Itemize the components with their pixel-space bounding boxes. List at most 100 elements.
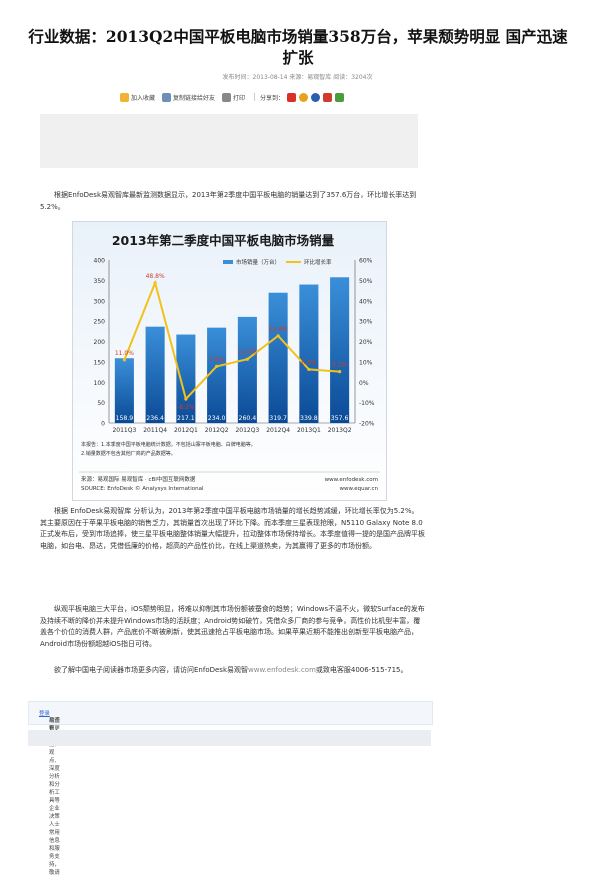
legend-line-label: 环比增长率 xyxy=(304,258,332,266)
platform-paragraph: 纵观平板电脑三大平台，iOS颓势明显，将难以抑制其市场份额被蚕食的趋势；Wind… xyxy=(40,605,425,648)
folder-icon xyxy=(120,92,129,102)
share-friend-button[interactable]: 复制链接给好友 xyxy=(162,92,216,102)
chart-url-2: www.equar.cn xyxy=(340,486,379,492)
enfodesk-link[interactable]: www.enfodesk.com xyxy=(248,666,316,674)
y-right-tick-label: 0% xyxy=(359,380,369,387)
ad-placeholder xyxy=(40,114,418,168)
share-kaixin-icon[interactable] xyxy=(323,92,333,102)
chart-source-cn: 来源：易观国际 易观智库 · cBI中国互联网数据 xyxy=(81,475,196,483)
growth-rate-point xyxy=(338,370,342,374)
growth-rate-point xyxy=(215,364,219,368)
growth-rate-point xyxy=(307,367,311,372)
growth-rate-label: 22.8% xyxy=(269,326,288,333)
print-button[interactable]: 打印 xyxy=(222,92,246,102)
y-right-tick-label: 20% xyxy=(359,339,373,346)
chart-svg: 2013年第二季度中国平板电脑市场销量 0 50 100 150 200 250 300 350… xyxy=(73,222,386,500)
analysis-paragraph: 根据 EnfoDesk易观智库 分析认为，2013年第2季度中国平板电脑市场销量… xyxy=(40,507,425,550)
share-tencent-icon[interactable] xyxy=(335,92,345,102)
bar-value-label: 357.6 xyxy=(331,415,349,422)
y-right-tick-label: -20% xyxy=(359,421,375,428)
y-left-tick-label: 100 xyxy=(94,380,106,387)
bar-value-label: 236.4 xyxy=(146,415,164,422)
bar-2013Q1 xyxy=(299,284,319,423)
growth-rate-label: 5.2% xyxy=(332,362,348,369)
contact-phone: 或致电客服4006-515-715。 xyxy=(315,666,408,674)
share-friend-label: 复制链接给好友 xyxy=(173,94,216,102)
chart-note-1: 本报告：1.本季度中国平板电脑统计数据，不包括山寨平板电脑、白牌电脑等。 xyxy=(81,441,256,448)
add-favorite-button[interactable]: 加入收藏 xyxy=(120,92,156,102)
x-tick-label: 2012Q3 xyxy=(235,427,259,434)
footer-notice: 欲查看更多数据、观点、深度分析和分析工具等企业决策人士常用信息和服务支持，敬请登… xyxy=(28,701,433,876)
x-tick-label: 2011Q4 xyxy=(143,427,167,434)
toolbar-divider xyxy=(254,93,256,101)
contact-paragraph: 欲了解中国电子阅读器市场更多内容，请访问EnfoDesk易观智www.enfod… xyxy=(40,665,425,677)
chart-url-1: www.enfodesk.com xyxy=(325,477,378,483)
growth-rate-point xyxy=(276,334,280,338)
bottom-bar xyxy=(28,730,431,746)
chart-figure: 2013年第二季度中国平板电脑市场销量 0 50 100 150 200 250 300 350… xyxy=(72,221,387,501)
bar-value-label: 217.1 xyxy=(177,415,195,422)
growth-rate-label: 48.8% xyxy=(146,273,165,280)
share-to-label: 分享到： xyxy=(260,94,285,102)
printer-icon xyxy=(222,92,232,102)
y-left-tick-label: 350 xyxy=(94,278,106,285)
growth-rate-label: 11.0% xyxy=(115,350,134,357)
y-left-tick-label: 250 xyxy=(94,319,106,326)
growth-rate-label: -8.2% xyxy=(177,404,195,411)
growth-rate-point xyxy=(184,397,188,401)
bar-2011Q3 xyxy=(114,358,134,423)
bar-2012Q1 xyxy=(176,334,196,423)
growth-rate-point xyxy=(153,281,157,285)
x-tick-label: 2012Q4 xyxy=(266,427,290,434)
contact-text: 欲了解中国电子阅读器市场更多内容，请访问EnfoDesk易观智 xyxy=(54,666,249,674)
y-left-tick-label: 300 xyxy=(94,298,106,305)
link-icon xyxy=(162,92,172,102)
x-tick-label: 2012Q1 xyxy=(174,427,198,434)
chart-source-en: SOURCE: EnfoDesk © Analysys Internationa… xyxy=(81,485,204,492)
login-link[interactable]: 登录 xyxy=(39,711,50,717)
bar-value-label: 339.8 xyxy=(300,415,318,422)
y-right-tick-label: 60% xyxy=(359,258,373,265)
bar-value-label: 234.0 xyxy=(208,415,226,422)
y-left-tick-label: 200 xyxy=(94,339,106,346)
growth-rate-label: 11.3% xyxy=(238,349,257,356)
bar-2012Q2 xyxy=(207,327,227,423)
legend-bar-label: 市场销量（万台） xyxy=(236,258,280,266)
x-tick-label: 2013Q2 xyxy=(328,427,352,434)
bar-value-label: 319.7 xyxy=(269,415,287,422)
y-left-tick-label: 150 xyxy=(94,359,106,366)
y-left-tick-label: 0 xyxy=(101,421,105,428)
bar-value-label: 260.4 xyxy=(239,415,257,422)
bar-2012Q3 xyxy=(237,316,257,423)
share-weibo-icon[interactable] xyxy=(287,92,297,102)
x-tick-label: 2012Q2 xyxy=(205,427,229,434)
y-right-tick-label: 10% xyxy=(359,359,373,366)
article-title: 行业数据：2013Q2中国平板电脑市场销量358万台，苹果颓势明显 国产迅速扩张 xyxy=(28,27,568,67)
article-toolbar: 加入收藏 复制链接给好友 打印 分享到： xyxy=(120,91,345,103)
share-renren-icon[interactable] xyxy=(311,92,321,102)
share-qzone-icon[interactable] xyxy=(299,92,309,102)
y-left-tick-label: 50 xyxy=(97,400,105,407)
intro-paragraph: 根据EnfoDesk易观智库最新监测数据显示，2013年第2季度中国平板电脑的销… xyxy=(40,191,417,211)
article-meta: 发布时间：2013-08-14 来源：易观智库 阅读：3204次 xyxy=(222,74,373,81)
favorite-label: 加入收藏 xyxy=(131,94,156,102)
x-tick-label: 2013Q1 xyxy=(297,427,321,434)
y-right-tick-label: 50% xyxy=(359,278,373,285)
bar-2012Q4 xyxy=(268,292,288,423)
bar-2013Q2 xyxy=(330,277,350,423)
chart-title: 2013年第二季度中国平板电脑市场销量 xyxy=(112,233,335,248)
legend-bar-swatch xyxy=(223,260,233,264)
chart-note-2: 2.销量数据不包含其他厂商的产品数据等。 xyxy=(81,450,176,457)
growth-rate-line xyxy=(123,279,340,401)
growth-rate-point xyxy=(245,357,249,361)
bar-value-label: 158.9 xyxy=(116,415,134,422)
y-right-tick-label: -10% xyxy=(359,400,375,407)
bar-2011Q4 xyxy=(145,326,165,423)
growth-rate-label: 6.3% xyxy=(301,359,317,366)
y-right-tick-label: 40% xyxy=(359,298,373,305)
growth-rate-point xyxy=(122,358,126,362)
y-right-tick-label: 30% xyxy=(359,319,373,326)
x-tick-label: 2011Q3 xyxy=(112,427,136,434)
print-label: 打印 xyxy=(233,94,246,102)
growth-rate-label: 7.8% xyxy=(209,356,225,363)
